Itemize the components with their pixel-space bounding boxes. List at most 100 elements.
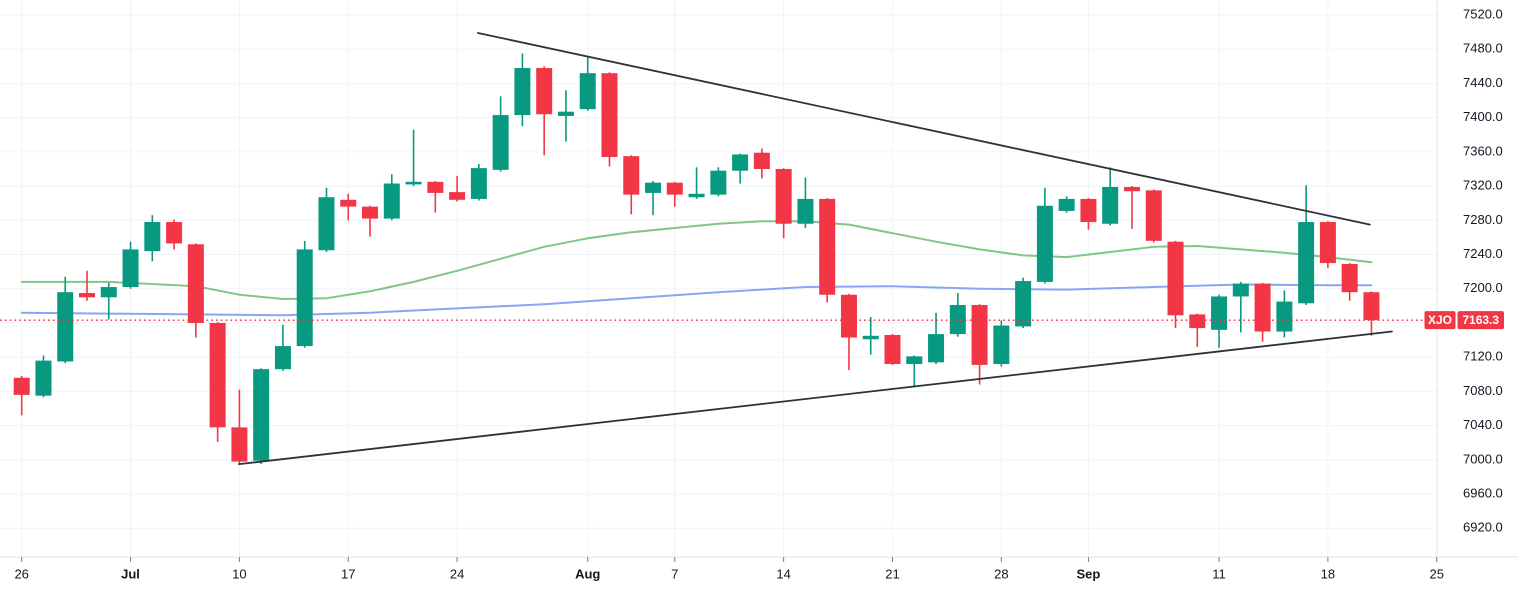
candle — [1363, 291, 1380, 336]
ma-fast-line[interactable] — [20, 220, 1373, 300]
candle-body — [1298, 222, 1315, 304]
candle — [1341, 263, 1358, 301]
candle-body — [492, 115, 509, 170]
candle — [166, 219, 183, 250]
time-axis-label: 10 — [232, 566, 246, 581]
candle — [949, 293, 966, 337]
candle — [57, 276, 74, 364]
candle-body — [1189, 314, 1206, 329]
candle-body — [209, 322, 226, 428]
candle-body — [1102, 186, 1119, 224]
time-axis-label: 7 — [671, 566, 678, 581]
time-axis-label: 24 — [450, 566, 464, 581]
candle-body — [405, 181, 422, 185]
candle-body — [579, 73, 596, 110]
candle — [579, 56, 596, 111]
candle-body — [1015, 281, 1032, 327]
candle — [1123, 186, 1140, 229]
candle — [928, 312, 945, 365]
candle — [1254, 282, 1271, 342]
candle — [1319, 221, 1336, 269]
candle — [775, 168, 792, 239]
candle-body — [1080, 198, 1097, 223]
candle-body — [274, 346, 291, 370]
candle-body — [819, 198, 836, 295]
candle — [1232, 281, 1249, 333]
candle-body — [906, 356, 923, 365]
candle — [1058, 196, 1075, 213]
candle — [688, 167, 705, 199]
candle-body — [797, 198, 814, 224]
price-axis-label: 7080.0 — [1463, 383, 1503, 398]
candle-body — [1341, 263, 1358, 293]
candle-body — [318, 197, 335, 251]
candle — [340, 193, 357, 221]
price-axis-label: 7240.0 — [1463, 246, 1503, 261]
candle-body — [13, 377, 30, 395]
trendline-lower-ascending[interactable] — [238, 330, 1393, 466]
candle-body — [840, 294, 857, 338]
candle — [1167, 240, 1184, 329]
time-axis-label: 21 — [885, 566, 899, 581]
candles-series — [13, 53, 1380, 465]
candle — [666, 181, 683, 207]
candle-body — [1211, 296, 1228, 330]
candle — [971, 304, 988, 385]
candle — [13, 376, 30, 416]
candle-body — [666, 182, 683, 195]
time-axis-label: 17 — [341, 566, 355, 581]
candle — [1189, 313, 1206, 347]
candle — [100, 282, 117, 320]
candle — [253, 368, 270, 465]
candle — [819, 198, 836, 303]
candle-body — [144, 222, 161, 252]
candle-body — [753, 152, 770, 169]
candle-body — [1058, 198, 1075, 211]
candle — [536, 66, 553, 156]
candle-body — [362, 206, 379, 219]
candle — [1080, 198, 1097, 230]
candle — [187, 243, 204, 338]
candle — [623, 155, 640, 215]
candle-body — [1232, 283, 1249, 297]
candle — [405, 129, 422, 187]
candle-body — [710, 170, 727, 195]
candle-body — [1319, 222, 1336, 264]
price-axis-label: 7120.0 — [1463, 349, 1503, 364]
last-price-badge — [1457, 311, 1504, 330]
price-label-badges: XJO 7163.3 — [1424, 311, 1504, 330]
candle-body — [1254, 283, 1271, 332]
time-axis-label: 14 — [776, 566, 790, 581]
candle-body — [514, 68, 531, 116]
candle — [1036, 187, 1053, 284]
candle-body — [601, 73, 618, 158]
candle-body — [557, 111, 574, 116]
price-axis[interactable]: 6920.06960.07000.07040.07080.07120.07160… — [1463, 6, 1503, 534]
price-axis-label: 6960.0 — [1463, 486, 1503, 501]
candle — [557, 90, 574, 142]
candle — [710, 167, 727, 197]
price-axis-label: 7360.0 — [1463, 143, 1503, 158]
candle-body — [732, 154, 749, 171]
candle-body — [79, 293, 96, 298]
price-axis-label: 7200.0 — [1463, 280, 1503, 295]
trendline-upper-descending[interactable] — [477, 32, 1371, 226]
candle-body — [122, 249, 139, 288]
price-axis-label: 7280.0 — [1463, 212, 1503, 227]
time-axis-label: 26 — [14, 566, 28, 581]
time-axis[interactable]: 26 Jul 10 17 24 Aug 7 14 21 28 Sep 11 18 25 — [14, 557, 1444, 581]
symbol-badge — [1424, 311, 1456, 330]
candle — [601, 72, 618, 167]
candle — [993, 320, 1010, 367]
candle — [797, 177, 814, 229]
candle-body — [340, 199, 357, 207]
candle — [144, 215, 161, 262]
price-axis-label: 7520.0 — [1463, 6, 1503, 21]
candle-body — [35, 360, 52, 396]
candle-body — [1167, 241, 1184, 316]
candle — [840, 293, 857, 371]
candle-body — [166, 222, 183, 244]
candle-body — [383, 183, 400, 219]
